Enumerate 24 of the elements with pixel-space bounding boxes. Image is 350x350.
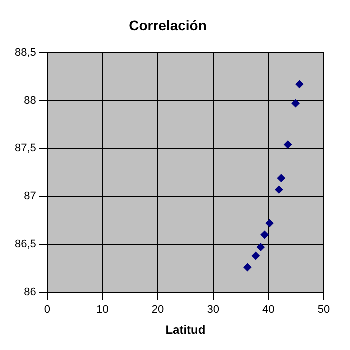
point — [292, 100, 300, 108]
point — [244, 263, 252, 272]
x-axis-title: Latitud — [166, 323, 206, 338]
x-tick-label: 40 — [262, 304, 275, 316]
x-tick-label: 20 — [152, 304, 164, 316]
y-tick-label: 88 — [24, 94, 36, 107]
point — [256, 243, 265, 252]
x-tick-label: 10 — [96, 304, 109, 316]
y-tick-label: 87,5 — [14, 142, 36, 155]
point — [277, 174, 286, 182]
x-tick-label: 50 — [318, 304, 330, 316]
point — [266, 219, 274, 228]
point — [260, 230, 269, 239]
point — [284, 140, 292, 149]
y-tick-label: 86 — [24, 286, 36, 298]
y-tick-label: 86,5 — [14, 238, 36, 251]
x-tick-label: 0 — [44, 304, 50, 316]
x-tick-label: 30 — [207, 304, 220, 316]
point — [275, 186, 284, 194]
chart-title: Correlación — [129, 17, 207, 34]
point — [296, 80, 304, 88]
point — [252, 252, 260, 260]
y-tick-label: 88,5 — [14, 46, 36, 59]
y-tick-label: 87 — [24, 190, 36, 203]
